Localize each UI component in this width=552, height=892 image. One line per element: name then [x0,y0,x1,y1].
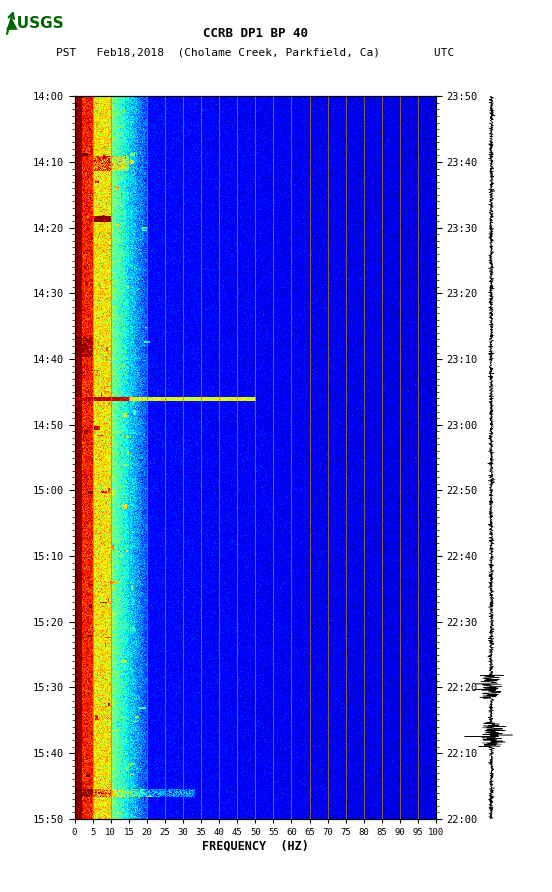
Text: ▲USGS: ▲USGS [6,15,64,29]
Text: CCRB DP1 BP 40: CCRB DP1 BP 40 [203,27,308,40]
X-axis label: FREQUENCY  (HZ): FREQUENCY (HZ) [202,839,309,853]
Text: PST   Feb18,2018  (Cholame Creek, Parkfield, Ca)        UTC: PST Feb18,2018 (Cholame Creek, Parkfield… [56,48,454,58]
